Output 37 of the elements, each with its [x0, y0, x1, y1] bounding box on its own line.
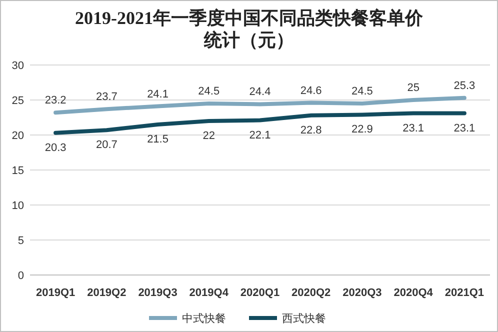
data-label: 23.2 [44, 94, 66, 107]
x-tick-label: 2019Q3 [138, 287, 178, 299]
data-label: 20.7 [96, 139, 118, 152]
data-label: 23.7 [96, 91, 118, 104]
x-tick-label: 2020Q2 [292, 287, 331, 299]
x-tick-label: 2019Q4 [189, 287, 230, 299]
data-label: 24.4 [249, 86, 271, 98]
chart-title: 2019-2021年一季度中国不同品类快餐客单价统计（元） [75, 8, 424, 50]
x-tick-label: 2020Q1 [240, 287, 280, 299]
legend-label: 中式快餐 [182, 312, 226, 325]
data-label: 23.1 [402, 122, 424, 134]
legend-label: 西式快餐 [282, 312, 326, 325]
data-label: 24.5 [352, 86, 373, 98]
y-tick-label: 15 [12, 165, 24, 177]
data-label: 22.8 [300, 124, 322, 136]
y-tick-label: 5 [18, 235, 24, 247]
x-tick-label: 2019Q2 [87, 287, 126, 299]
data-label: 24.1 [147, 88, 168, 100]
data-label: 20.3 [44, 142, 66, 154]
x-tick-label: 2019Q1 [36, 287, 76, 299]
x-tick-label: 2021Q1 [444, 287, 484, 299]
x-tick-label: 2020Q4 [394, 287, 434, 299]
data-label: 22 [202, 130, 216, 142]
data-label: 24.5 [198, 86, 220, 98]
y-tick-label: 25 [12, 95, 24, 107]
y-tick-label: 30 [12, 60, 24, 72]
data-label: 21.5 [147, 134, 168, 146]
data-label: 25.3 [454, 80, 476, 92]
x-tick-label: 2020Q3 [342, 287, 382, 299]
y-tick-label: 10 [12, 200, 24, 212]
y-tick-label: 0 [18, 270, 24, 282]
y-tick-label: 20 [12, 130, 24, 142]
data-label: 25 [407, 82, 420, 94]
data-label: 22.1 [249, 129, 271, 142]
data-label: 23.1 [454, 122, 476, 134]
data-label: 22.9 [352, 124, 373, 136]
data-label: 24.6 [300, 84, 322, 97]
